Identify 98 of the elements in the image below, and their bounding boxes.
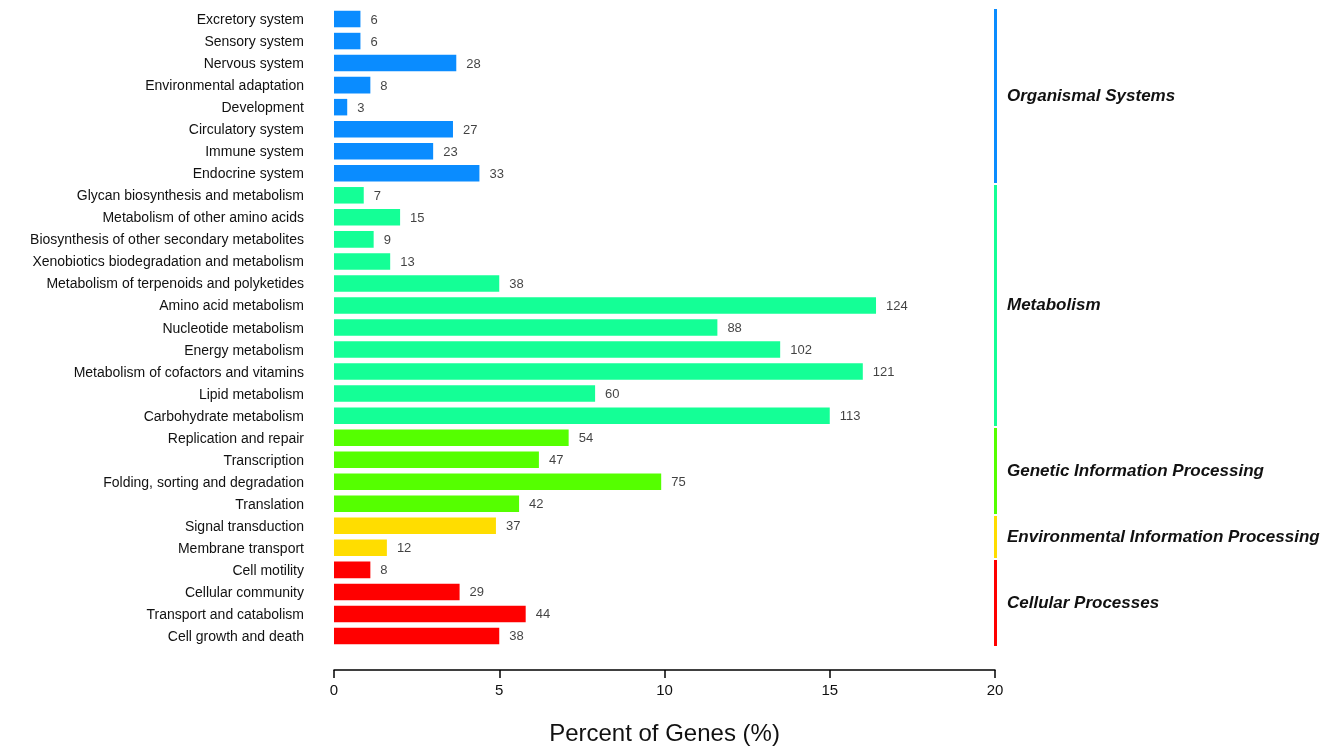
bar: [334, 32, 361, 50]
text: Organismal Systems: [1007, 86, 1176, 107]
y-tick-label: Nervous system: [203, 55, 304, 72]
bar: [334, 165, 480, 182]
annotation: 33: [489, 165, 504, 181]
y-tick-label: Endocrine system: [192, 165, 304, 182]
bar: [334, 98, 348, 116]
annotation: 47: [548, 452, 564, 468]
bar: [334, 583, 460, 601]
y-tick-label: Cellular community: [184, 583, 304, 600]
y-tick-label: Cell growth and death: [167, 627, 304, 644]
y-tick-label: Replication and repair: [167, 429, 305, 446]
annotation: 121: [872, 364, 895, 380]
y-tick-label: Signal transduction: [184, 517, 304, 534]
annotation: 3: [357, 99, 365, 115]
bar: [334, 495, 520, 513]
annotation: 12: [396, 540, 412, 556]
y-tick-label: Lipid metabolism: [198, 385, 304, 402]
y-tick-label: Transport and catabolism: [146, 605, 304, 622]
y-tick-label: Metabolism of terpenoids and polyketides: [46, 275, 304, 292]
bar: [334, 54, 457, 72]
annotation: 15: [410, 209, 425, 225]
bar: [334, 209, 401, 226]
annotation: 124: [886, 297, 908, 313]
bar: [334, 539, 387, 557]
bar: [334, 319, 718, 336]
bar: [334, 297, 877, 314]
bar: [334, 517, 496, 535]
y-tick-label: Metabolism of cofactors and vitamins: [73, 363, 304, 380]
bar: [334, 10, 361, 28]
bar: [334, 605, 526, 623]
y-tick-label: Translation: [235, 495, 304, 512]
annotation: 113: [839, 408, 861, 424]
x-tick-label: 5: [495, 681, 504, 698]
y-tick-label: Xenobiotics biodegradation and metabolism: [32, 253, 304, 270]
y-tick-label: Circulatory system: [188, 121, 304, 138]
bar: [334, 142, 434, 160]
y-tick-label: Membrane transport: [177, 539, 305, 556]
bar: [334, 275, 500, 292]
y-tick-label: Development: [221, 99, 305, 116]
annotation: 27: [462, 121, 478, 137]
x-tick-label: 0: [329, 681, 339, 698]
annotation: 29: [469, 584, 485, 600]
bar: [334, 363, 863, 380]
y-tick-label: Amino acid metabolism: [159, 297, 304, 314]
annotation: 28: [466, 55, 481, 71]
bar: [334, 407, 830, 424]
y-tick-label: Immune system: [205, 143, 304, 160]
bar: [334, 187, 364, 204]
y-tick-label: Cell motility: [232, 561, 304, 578]
annotation: 60: [605, 386, 620, 402]
x-tick-label: 10: [656, 681, 673, 698]
annotation: 9: [383, 231, 391, 247]
bar: [334, 561, 371, 579]
bar: [334, 341, 781, 358]
annotation: 7: [373, 187, 381, 203]
annotation: 6: [370, 33, 378, 49]
y-tick-label: Environmental adaptation: [145, 77, 304, 94]
y-tick-label: Metabolism of other amino acids: [102, 209, 304, 226]
text: Genetic Information Processing: [1007, 460, 1264, 481]
annotation: 102: [790, 342, 812, 358]
annotation: 37: [505, 518, 521, 534]
bar: [334, 253, 391, 270]
y-tick-label: Energy metabolism: [184, 341, 304, 358]
annotation: 6: [370, 11, 378, 27]
y-tick-label: Glycan biosynthesis and metabolism: [76, 187, 304, 204]
text: Metabolism: [1007, 295, 1101, 316]
text: Environmental Information Processing: [1007, 526, 1320, 547]
bar: [334, 120, 453, 138]
x-tick-label: 15: [821, 681, 839, 698]
y-tick-label: Nucleotide metabolism: [162, 319, 304, 336]
annotation: 42: [529, 496, 544, 512]
x-axis-title: Percent of Genes (%): [549, 718, 780, 746]
y-tick-label: Excretory system: [196, 11, 304, 28]
text: Cellular Processes: [1007, 592, 1160, 613]
annotation: 44: [535, 606, 551, 622]
bar: [334, 627, 500, 645]
x-tick-label: 20: [986, 681, 1004, 698]
annotation: 54: [578, 430, 594, 446]
bar: [334, 76, 371, 94]
y-tick-label: Transcription: [223, 451, 304, 468]
annotation: 38: [509, 275, 524, 291]
bar: [334, 385, 596, 402]
y-tick-label: Biosynthesis of other secondary metabolites: [30, 231, 304, 248]
annotation: 8: [380, 77, 388, 93]
bar: [334, 231, 374, 248]
bar: [334, 451, 539, 468]
annotation: 23: [443, 143, 458, 159]
bar: [334, 429, 569, 446]
annotation: 13: [400, 253, 415, 269]
annotation: 88: [727, 320, 742, 335]
annotation: 75: [671, 474, 686, 490]
bar: [334, 473, 662, 490]
annotation: 38: [509, 628, 524, 644]
annotation: 8: [380, 562, 388, 578]
y-tick-label: Carbohydrate metabolism: [143, 407, 304, 424]
y-tick-label: Sensory system: [204, 33, 304, 50]
y-tick-label: Folding, sorting and degradation: [103, 473, 304, 490]
